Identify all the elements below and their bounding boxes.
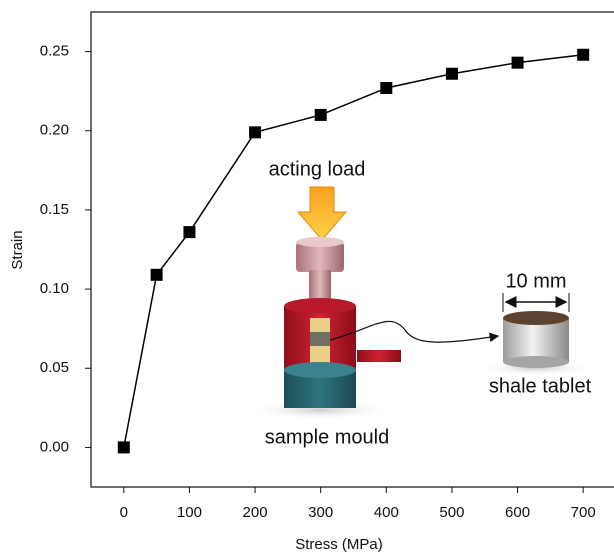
- marker: [183, 226, 196, 239]
- marker: [150, 268, 163, 281]
- y-tick-label: 0.00: [40, 438, 69, 455]
- x-tick-label: 700: [571, 504, 596, 521]
- x-tick-label: 300: [308, 504, 333, 521]
- x-tick-label: 500: [439, 504, 464, 521]
- marker: [314, 108, 327, 121]
- y-axis-title: Strain: [9, 230, 26, 269]
- x-tick-label: 600: [505, 504, 530, 521]
- x-tick-label: 200: [243, 504, 268, 521]
- annotation: acting load: [269, 158, 366, 180]
- x-tick-label: 100: [177, 504, 202, 521]
- x-axis-title: Stress (MPa): [295, 536, 383, 553]
- illustration: acting load 10 mm shale tablet sample mo…: [245, 158, 595, 448]
- marker: [249, 126, 262, 139]
- y-tick-label: 0.25: [40, 43, 69, 60]
- y-tick-label: 0.15: [40, 201, 69, 218]
- y-tick-label: 0.20: [40, 122, 69, 139]
- plot-frame: [90, 11, 614, 488]
- x-tick-label: 0: [120, 504, 128, 521]
- marker: [117, 441, 130, 454]
- marker: [380, 82, 393, 94]
- marker: [511, 56, 524, 69]
- y-tick-label: 0.05: [40, 359, 69, 376]
- annotation: shale tablet: [489, 375, 592, 397]
- marker: [577, 48, 590, 61]
- annotation: 10 mm: [505, 270, 566, 292]
- annotation: sample mould: [265, 426, 390, 448]
- x-tick-label: 400: [374, 504, 399, 521]
- marker: [445, 67, 458, 80]
- y-tick-label: 0.10: [40, 280, 69, 297]
